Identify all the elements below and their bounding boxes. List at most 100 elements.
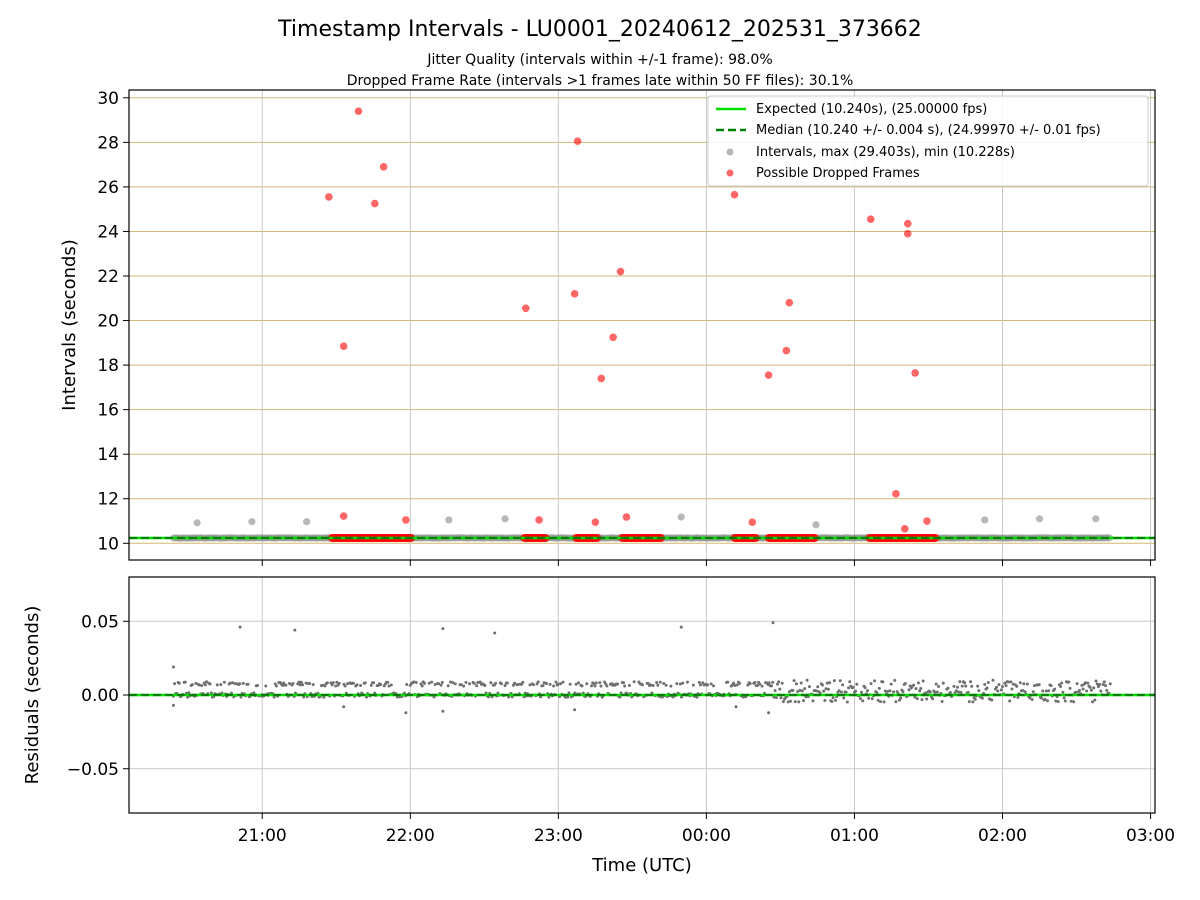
residual-point bbox=[738, 681, 742, 685]
residual-point bbox=[171, 703, 175, 707]
residual-point bbox=[1016, 695, 1020, 699]
residual-point bbox=[879, 700, 883, 704]
residual-point bbox=[219, 683, 223, 687]
residual-point bbox=[1025, 682, 1029, 686]
residual-point bbox=[238, 625, 242, 629]
residual-point bbox=[1080, 683, 1084, 687]
residual-point bbox=[983, 682, 987, 686]
residual-point bbox=[618, 695, 622, 699]
residual-point bbox=[681, 681, 685, 685]
residual-point bbox=[861, 699, 865, 703]
residual-point bbox=[298, 683, 302, 687]
residual-point bbox=[1077, 688, 1081, 692]
residual-point bbox=[793, 700, 797, 704]
residual-point bbox=[1095, 682, 1099, 686]
residual-point bbox=[894, 700, 898, 704]
residual-point bbox=[963, 681, 967, 685]
residual-point bbox=[1060, 681, 1064, 685]
residual-point bbox=[592, 682, 596, 686]
residual-point bbox=[794, 682, 798, 686]
residual-point bbox=[621, 681, 625, 685]
residual-point bbox=[697, 680, 701, 684]
residual-point bbox=[1032, 684, 1036, 688]
residual-point bbox=[209, 691, 213, 695]
dropped-frame-point bbox=[339, 512, 348, 520]
residual-point bbox=[695, 695, 699, 699]
residual-point bbox=[964, 684, 968, 688]
chart-subtitle-jitter: Jitter Quality (intervals within +/-1 fr… bbox=[426, 52, 772, 68]
residual-point bbox=[379, 683, 383, 687]
residual-point bbox=[284, 683, 288, 687]
residual-point bbox=[287, 682, 291, 686]
residual-point bbox=[404, 711, 408, 715]
dropped-frame-point bbox=[903, 219, 912, 228]
residual-point bbox=[334, 684, 338, 688]
intervals-y-tick-label: 30 bbox=[97, 89, 119, 109]
residual-point bbox=[671, 695, 675, 699]
residual-point bbox=[948, 691, 952, 695]
residual-point bbox=[969, 680, 973, 684]
residual-point bbox=[818, 691, 822, 695]
residual-point bbox=[858, 697, 862, 701]
residual-point bbox=[831, 696, 835, 700]
residual-point bbox=[698, 683, 702, 687]
residual-point bbox=[875, 691, 879, 695]
residual-point bbox=[1023, 690, 1027, 694]
residual-point bbox=[337, 681, 341, 685]
residual-point bbox=[493, 631, 497, 635]
residual-point bbox=[746, 683, 750, 687]
interval-point bbox=[1035, 515, 1044, 523]
residual-point bbox=[773, 689, 777, 693]
residual-point bbox=[966, 690, 970, 694]
residual-point bbox=[679, 625, 683, 629]
residual-point bbox=[231, 681, 235, 685]
residuals-plot: −0.05 0.00 0.05 21:00 22:00 23:00 00:00 01:00 0… bbox=[22, 576, 1175, 876]
residual-point bbox=[919, 686, 923, 690]
dropped-frame-point bbox=[591, 518, 600, 526]
residual-point bbox=[1083, 681, 1087, 685]
residual-point bbox=[996, 689, 1000, 693]
residual-point bbox=[272, 695, 276, 699]
chart-title: Timestamp Intervals - LU0001_20240612_20… bbox=[277, 17, 922, 42]
residual-point bbox=[1074, 690, 1078, 694]
residual-point bbox=[205, 680, 209, 684]
residual-point bbox=[892, 690, 896, 694]
residual-point bbox=[792, 679, 796, 683]
residual-point bbox=[770, 684, 774, 688]
residual-point bbox=[173, 682, 177, 686]
residual-point bbox=[675, 682, 679, 686]
residual-point bbox=[847, 686, 851, 690]
residual-point bbox=[547, 695, 551, 699]
residual-point bbox=[1092, 686, 1096, 690]
residual-point bbox=[798, 688, 802, 692]
residuals-x-axis: 21:00 22:00 23:00 00:00 01:00 02:00 03:00 bbox=[238, 813, 1175, 846]
dropped-frame-point bbox=[785, 298, 794, 307]
residual-point bbox=[554, 680, 558, 684]
residual-point bbox=[632, 680, 636, 684]
residual-point bbox=[863, 686, 867, 690]
residual-point bbox=[430, 680, 434, 684]
residual-point bbox=[590, 684, 594, 688]
legend-intervals-label: Intervals, max (29.403s), min (10.228s) bbox=[756, 145, 1015, 160]
dropped-frame-point bbox=[923, 517, 931, 525]
residual-point bbox=[842, 696, 846, 700]
residual-point bbox=[187, 691, 191, 695]
residual-point bbox=[881, 680, 885, 684]
residual-point bbox=[691, 683, 695, 687]
residual-point bbox=[986, 680, 990, 684]
legend-expected-label: Expected (10.240s), (25.00000 fps) bbox=[756, 102, 987, 117]
residual-point bbox=[771, 680, 775, 684]
residual-point bbox=[1044, 689, 1048, 693]
dropped-frame-point bbox=[748, 518, 757, 526]
dropped-frame-point bbox=[570, 290, 579, 298]
residual-point bbox=[451, 681, 455, 685]
residual-point bbox=[200, 684, 204, 688]
intervals-y-tick-label: 18 bbox=[97, 356, 119, 376]
residual-point bbox=[331, 681, 335, 685]
residual-point bbox=[970, 684, 974, 688]
residual-point bbox=[1056, 700, 1060, 704]
residual-point bbox=[308, 682, 312, 686]
residual-point bbox=[423, 681, 427, 685]
residual-point bbox=[946, 686, 950, 690]
residual-point bbox=[1075, 682, 1079, 686]
